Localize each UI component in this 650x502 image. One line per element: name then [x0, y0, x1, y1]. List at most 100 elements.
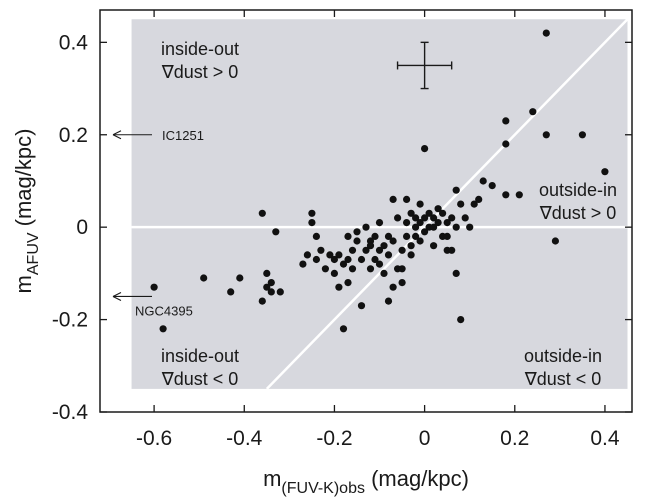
data-point [344, 255, 352, 264]
x-tick-label: -0.2 [316, 427, 352, 450]
data-point [479, 177, 487, 185]
y-axis-title-sub: AFUV [25, 232, 42, 275]
x-axis-title-sub: (FUV-K)obs [281, 480, 365, 497]
data-point [371, 255, 379, 264]
data-point [375, 219, 384, 227]
data-point [366, 265, 375, 273]
data-point [330, 255, 338, 264]
data-point [326, 251, 334, 259]
data-point [452, 269, 460, 277]
data-point [412, 232, 420, 240]
data-point [389, 237, 397, 245]
data-point [159, 325, 167, 333]
region-label: ∇dust < 0 [161, 369, 239, 389]
data-point [421, 214, 429, 222]
data-point [348, 246, 357, 254]
data-point [353, 228, 361, 236]
data-point [470, 200, 478, 208]
data-point [339, 260, 348, 268]
y-axis: -0.4 -0.2 0 0.2 0.4 [52, 31, 632, 424]
data-point [339, 325, 348, 333]
data-point [416, 219, 424, 227]
data-point [384, 251, 393, 259]
y-tick-label: 0.4 [59, 31, 89, 54]
data-point [308, 219, 316, 227]
x-axis-title: m(FUV-K)obs (mag/kpc) [263, 466, 469, 497]
data-point [601, 168, 609, 176]
data-point [344, 232, 352, 240]
data-point [515, 191, 523, 199]
data-point [421, 228, 429, 236]
data-point [398, 265, 406, 273]
data-point [308, 209, 316, 217]
x-axis-title-unit: (mag/kpc) [365, 466, 469, 491]
region-label: inside-out [161, 39, 239, 59]
data-point [416, 237, 424, 245]
data-point [150, 283, 158, 291]
data-point [312, 255, 320, 264]
plot-frame [99, 9, 633, 413]
shaded-region [131, 19, 628, 389]
data-point [263, 283, 271, 291]
data-point [416, 200, 424, 208]
data-point [448, 246, 456, 254]
annotation-label: IC1251 [162, 128, 204, 143]
data-point [258, 297, 266, 305]
data-point [403, 219, 411, 227]
data-point [430, 214, 438, 222]
data-point [502, 191, 510, 199]
data-point [542, 131, 550, 139]
data-point [200, 274, 208, 282]
data-point [394, 214, 402, 222]
data-point [380, 269, 388, 277]
y-tick-label: 0.2 [59, 124, 88, 147]
x-tick-label: 0.4 [590, 427, 620, 450]
x-tick-label: -0.6 [136, 427, 172, 450]
data-points [150, 29, 609, 333]
data-point [430, 223, 438, 231]
data-point [452, 186, 460, 194]
annotations: IC1251 NGC4395 [112, 128, 204, 318]
data-point [398, 246, 406, 254]
data-point [384, 232, 393, 240]
data-point [403, 195, 411, 203]
y-tick-label: 0 [76, 216, 88, 239]
data-point [384, 297, 393, 305]
data-point [551, 237, 560, 245]
region-label: ∇dust > 0 [539, 203, 617, 223]
data-point [357, 302, 366, 310]
data-point [425, 209, 433, 217]
data-point [362, 223, 370, 231]
y-tick-label: -0.2 [52, 309, 88, 332]
data-point [434, 205, 442, 213]
data-point [263, 269, 271, 277]
data-point [439, 209, 447, 217]
data-point [357, 255, 366, 264]
y-axis-title-unit: (mag/kpc) [11, 129, 36, 233]
data-point [362, 246, 370, 254]
data-point [448, 214, 456, 222]
data-point [330, 269, 338, 277]
region-label: inside-out [161, 346, 239, 366]
data-point [272, 228, 280, 236]
data-point [529, 108, 537, 116]
data-point [398, 279, 406, 287]
region-label: ∇dust > 0 [161, 62, 239, 82]
data-point [375, 260, 384, 268]
data-point [303, 251, 311, 259]
y-axis-title-main: m [11, 275, 36, 293]
data-point [335, 283, 343, 291]
data-point [389, 283, 397, 291]
data-point [403, 232, 411, 240]
data-point [443, 232, 451, 240]
data-point [348, 265, 357, 273]
data-point [443, 219, 451, 227]
data-point [276, 288, 284, 296]
data-point [407, 242, 415, 250]
x-tick-label: -0.4 [226, 427, 263, 450]
data-point [457, 200, 465, 208]
data-point [366, 242, 375, 250]
data-point [502, 117, 510, 125]
data-point [267, 288, 275, 296]
